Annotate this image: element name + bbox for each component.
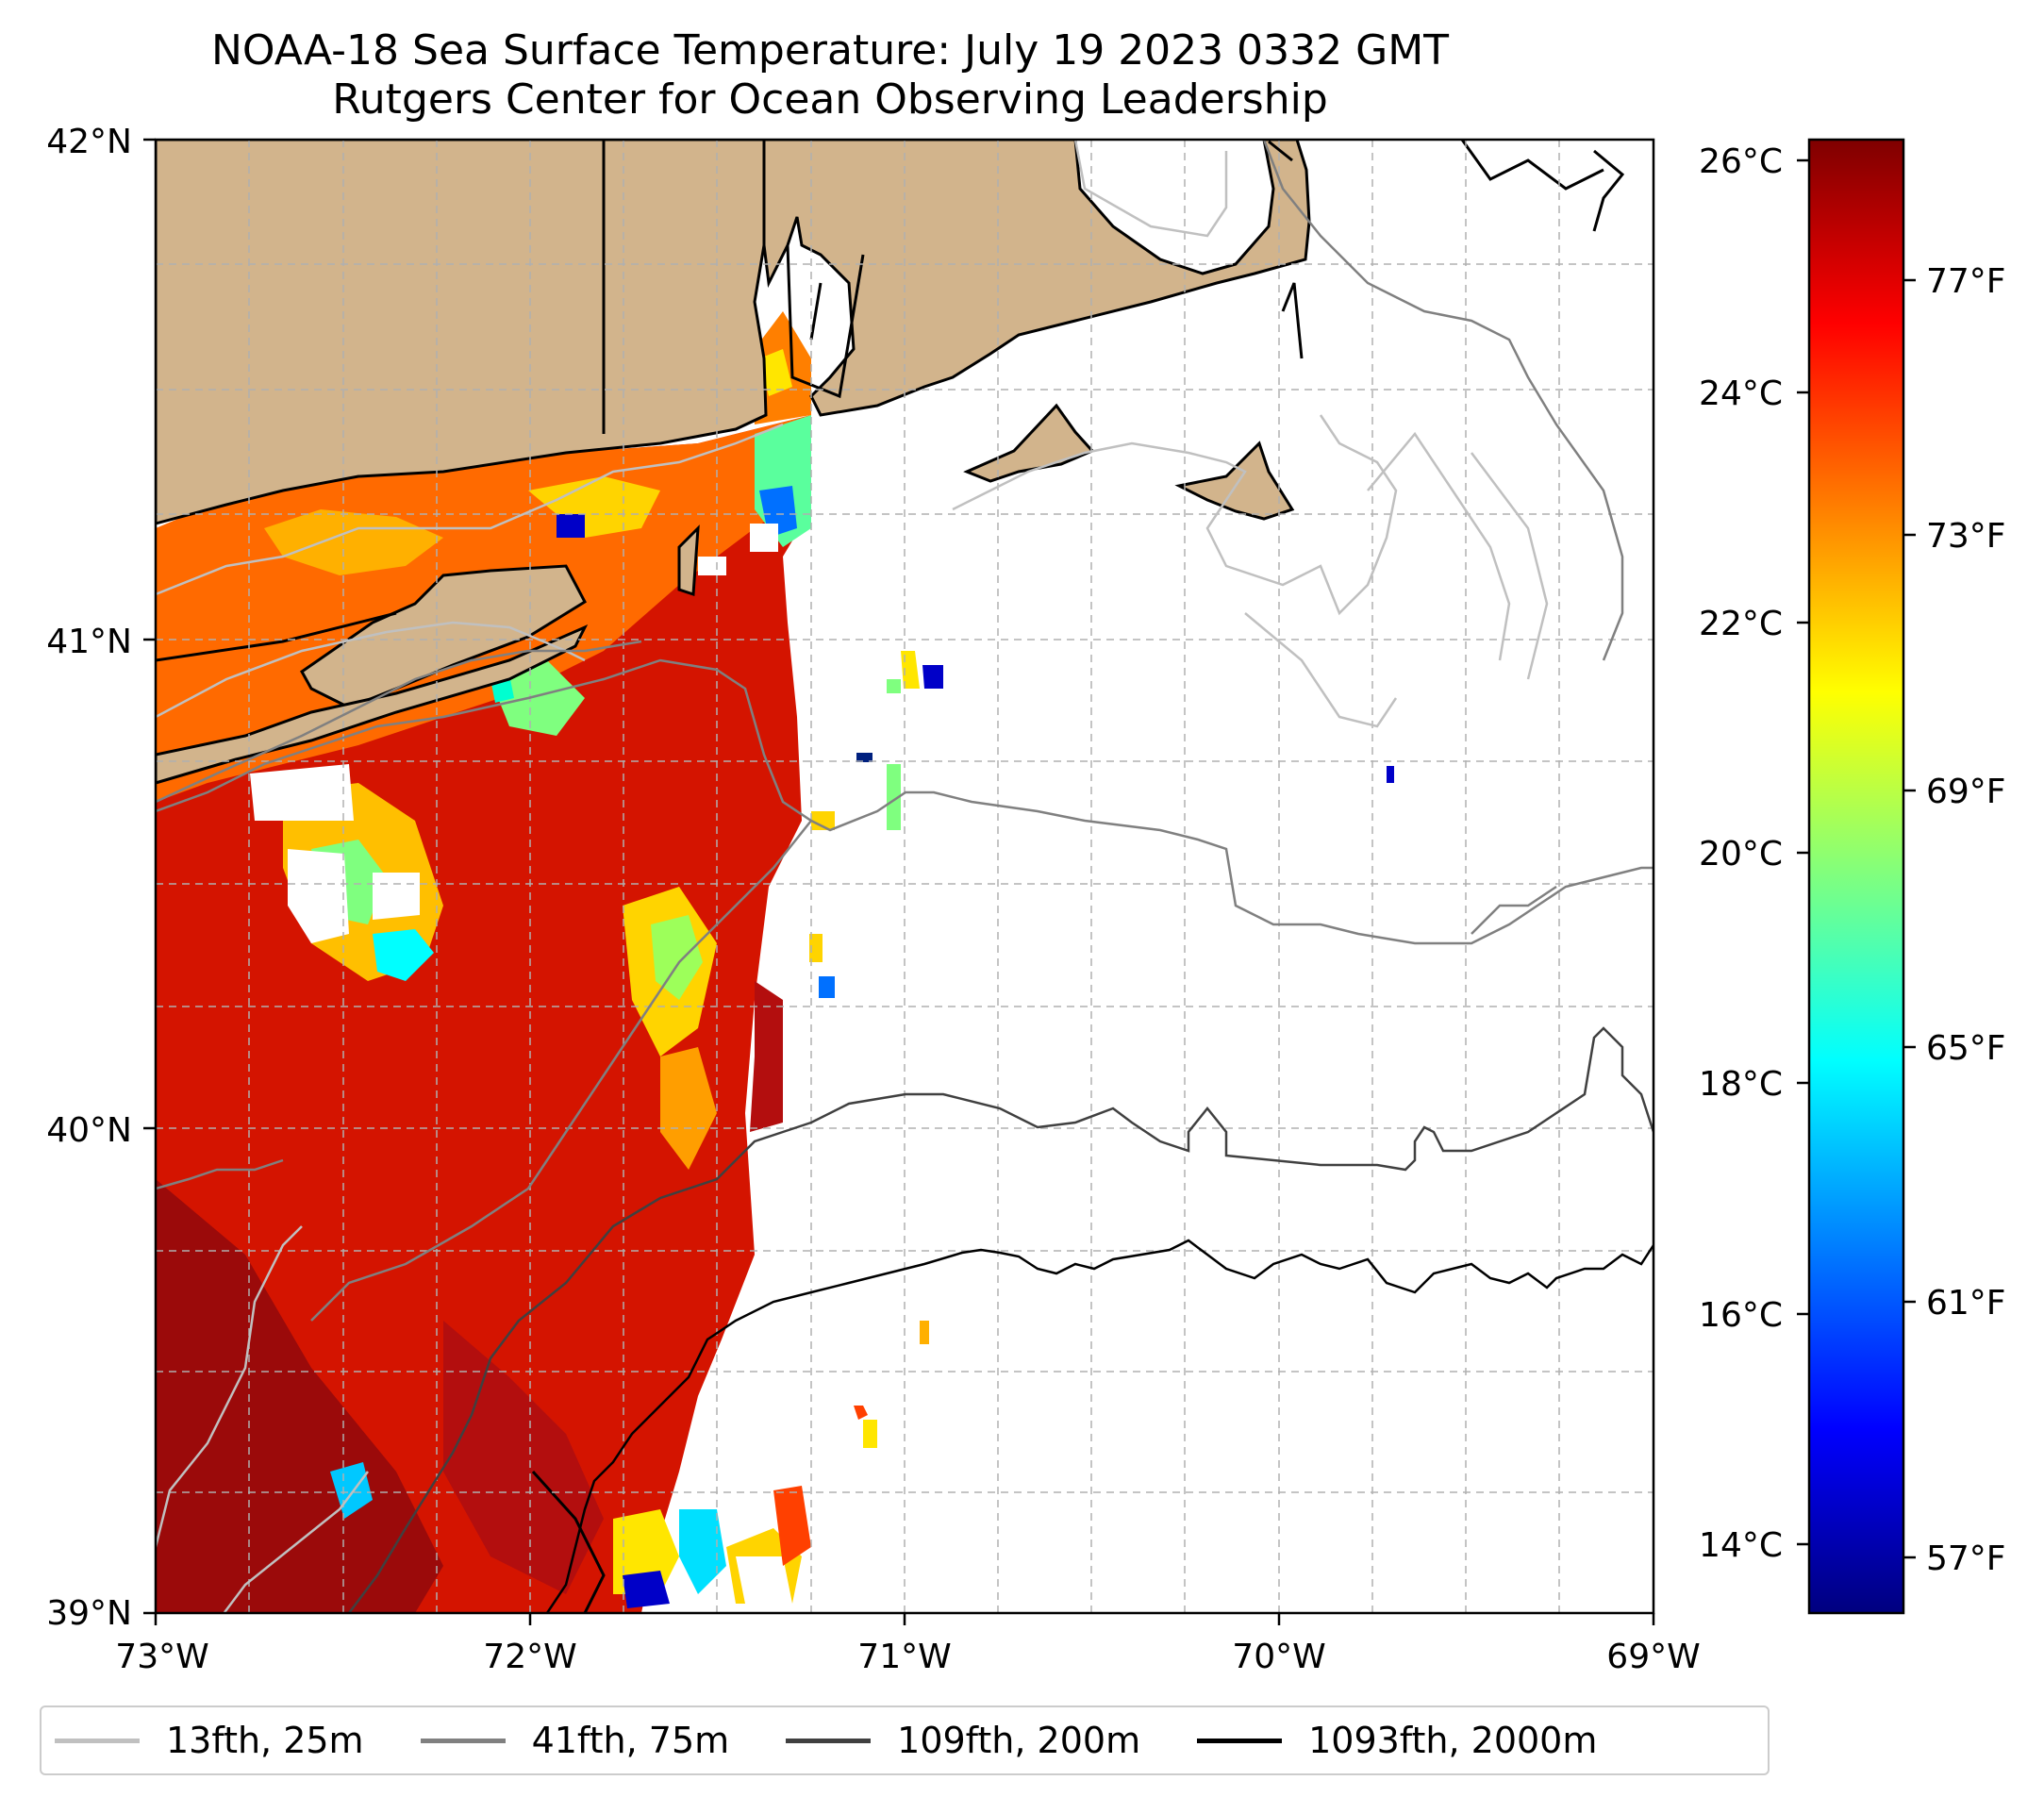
map-title-line-2: Rutgers Center for Ocean Observing Leade… — [332, 75, 1328, 124]
legend-item-75m: 41fth, 75m — [420, 1720, 730, 1761]
lon-label-72w: 72°W — [483, 1638, 576, 1676]
legend-label-2000m: 1093fth, 2000m — [1308, 1720, 1598, 1761]
lon-label-69w: 69°W — [1606, 1638, 1700, 1676]
colorbar-label-24c: 24°C — [1699, 374, 1783, 413]
legend-line-75m — [420, 1738, 506, 1743]
legend-label-25m: 13fth, 25m — [166, 1720, 364, 1761]
isobath-75m — [156, 140, 1653, 1322]
land — [156, 140, 1311, 785]
legend-line-25m — [55, 1738, 140, 1743]
legend-line-200m — [786, 1738, 872, 1743]
map-title-line-1: NOAA-18 Sea Surface Temperature: July 19… — [210, 26, 1450, 75]
legend-item-25m: 13fth, 25m — [55, 1720, 364, 1761]
colorbar-ticks — [1797, 158, 1916, 1559]
lon-label-70w: 70°W — [1232, 1638, 1325, 1676]
isobath-legend: 13fth, 25m 41fth, 75m 109fth, 200m 1093f… — [40, 1705, 1770, 1775]
map-area — [156, 140, 1653, 1613]
legend-label-75m: 41fth, 75m — [531, 1720, 730, 1761]
colorbar-label-20c: 20°C — [1699, 835, 1783, 874]
colorbar-label-73f: 73°F — [1926, 517, 2006, 556]
legend-item-2000m: 1093fth, 2000m — [1197, 1720, 1597, 1761]
colorbar-label-16c: 16°C — [1699, 1296, 1783, 1335]
lon-label-71w: 71°W — [857, 1638, 951, 1676]
lat-label-40n: 40°N — [46, 1111, 132, 1150]
lat-label-41n: 41°N — [46, 623, 132, 661]
colorbar-label-22c: 22°C — [1699, 605, 1783, 643]
gridlines — [156, 140, 1653, 1613]
lat-label-42n: 42°N — [46, 123, 132, 161]
legend-item-200m: 109fth, 200m — [786, 1720, 1140, 1761]
colorbar-label-18c: 18°C — [1699, 1065, 1783, 1104]
colorbar-label-65f: 65°F — [1926, 1029, 2006, 1068]
colorbar-label-57f: 57°F — [1926, 1539, 2006, 1578]
colorbar — [1807, 138, 1905, 1615]
colorbar-label-26c: 26°C — [1699, 142, 1783, 181]
legend-line-2000m — [1197, 1738, 1283, 1743]
coastlines — [156, 140, 1625, 1613]
isobath-25m — [156, 140, 1549, 1613]
colorbar-label-61f: 61°F — [1926, 1284, 2006, 1323]
colorbar-label-69f: 69°F — [1926, 773, 2006, 811]
legend-label-200m: 109fth, 200m — [897, 1720, 1141, 1761]
lon-label-73w: 73°W — [115, 1638, 208, 1676]
colorbar-label-14c: 14°C — [1699, 1526, 1783, 1565]
isobath-2000m — [545, 1239, 1653, 1613]
colorbar-label-77f: 77°F — [1926, 262, 2006, 301]
lat-label-39n: 39°N — [46, 1594, 132, 1633]
isobath-200m — [348, 1026, 1653, 1613]
axis-ticks — [143, 138, 1655, 1625]
